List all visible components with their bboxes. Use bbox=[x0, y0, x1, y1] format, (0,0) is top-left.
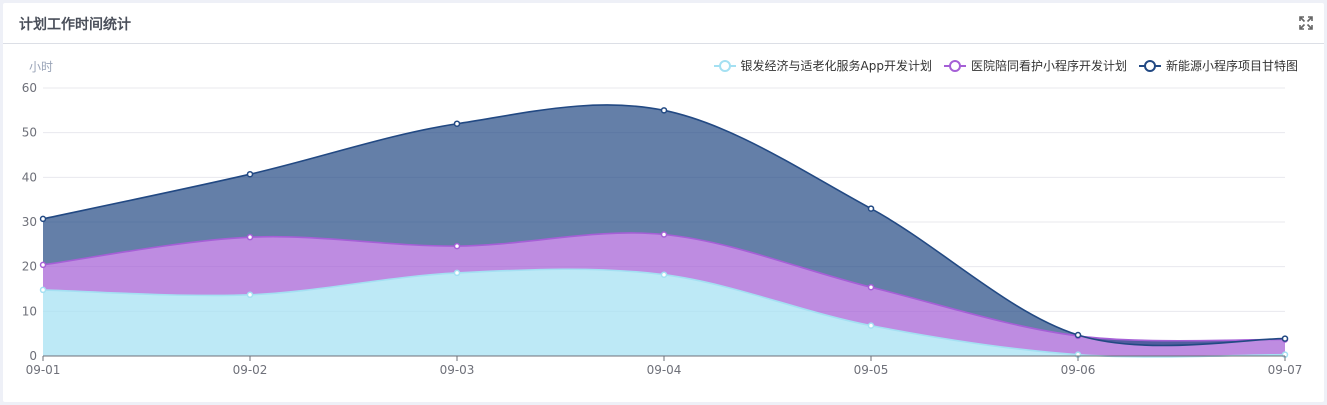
y-tick-label: 60 bbox=[22, 81, 37, 95]
legend-item-3[interactable]: 新能源小程序项目甘特图 bbox=[1138, 57, 1298, 74]
data-point-series-3[interactable] bbox=[39, 215, 47, 223]
card-header: 计划工作时间统计 bbox=[3, 3, 1324, 44]
x-tick-label: 09-02 bbox=[233, 363, 268, 377]
legend-item-1[interactable]: 银发经济与适老化服务App开发计划 bbox=[713, 57, 932, 74]
data-point-series-3[interactable] bbox=[246, 170, 254, 178]
data-point-series-2[interactable] bbox=[246, 233, 254, 241]
legend-label: 新能源小程序项目甘特图 bbox=[1165, 59, 1298, 73]
x-tick-label: 09-04 bbox=[647, 363, 682, 377]
card-title: 计划工作时间统计 bbox=[19, 17, 131, 33]
expand-icon[interactable] bbox=[1298, 15, 1314, 31]
x-tick-label: 09-07 bbox=[1268, 363, 1303, 377]
data-point-series-1[interactable] bbox=[246, 291, 254, 299]
y-axis-label: 小时 bbox=[29, 60, 53, 74]
y-tick-label: 20 bbox=[22, 260, 37, 274]
x-tick-label: 09-05 bbox=[854, 363, 889, 377]
y-tick-label: 0 bbox=[29, 349, 37, 363]
data-point-series-2[interactable] bbox=[453, 242, 461, 250]
data-point-series-1[interactable] bbox=[39, 286, 47, 294]
data-point-series-3[interactable] bbox=[660, 107, 668, 114]
y-tick-label: 40 bbox=[22, 170, 37, 184]
area-series-1 bbox=[43, 269, 1285, 357]
legend-swatch-icon bbox=[713, 59, 736, 72]
y-tick-label: 30 bbox=[22, 215, 37, 229]
data-point-series-2[interactable] bbox=[660, 231, 668, 238]
legend-label: 银发经济与适老化服务App开发计划 bbox=[740, 59, 932, 73]
x-tick-label: 09-06 bbox=[1061, 363, 1096, 377]
chart-card: 计划工作时间统计 银发经济与适老化服务App开发计划 医院陪同看护小程序开发计划 新… bbox=[3, 3, 1324, 402]
chart-legend: 银发经济与适老化服务App开发计划 医院陪同看护小程序开发计划 新能源小程序项目甘特… bbox=[713, 57, 1298, 74]
data-point-series-1[interactable] bbox=[867, 322, 875, 329]
data-point-series-3[interactable] bbox=[1281, 335, 1289, 342]
legend-label: 医院陪同看护小程序开发计划 bbox=[970, 59, 1127, 73]
y-tick-label: 10 bbox=[22, 304, 37, 318]
data-point-series-3[interactable] bbox=[453, 120, 461, 127]
legend-swatch-icon bbox=[943, 59, 966, 72]
x-tick-label: 09-03 bbox=[440, 363, 475, 377]
data-point-series-2[interactable] bbox=[867, 283, 875, 291]
x-tick-label: 09-01 bbox=[26, 363, 61, 377]
area-series-2 bbox=[43, 232, 1285, 357]
area-series-3 bbox=[43, 104, 1285, 346]
area-chart: 0 10 20 30 40 50 60 小时 09-01 09-02 09-03 09-04 09-05… bbox=[22, 60, 1303, 377]
data-point-series-1[interactable] bbox=[660, 271, 668, 278]
legend-swatch-icon bbox=[1138, 59, 1161, 72]
data-point-series-3[interactable] bbox=[1074, 331, 1082, 339]
legend-item-2[interactable]: 医院陪同看护小程序开发计划 bbox=[943, 57, 1127, 74]
data-point-series-1[interactable] bbox=[453, 269, 461, 277]
data-point-series-3[interactable] bbox=[867, 205, 875, 212]
data-point-series-2[interactable] bbox=[39, 261, 47, 269]
y-tick-label: 50 bbox=[22, 126, 37, 140]
